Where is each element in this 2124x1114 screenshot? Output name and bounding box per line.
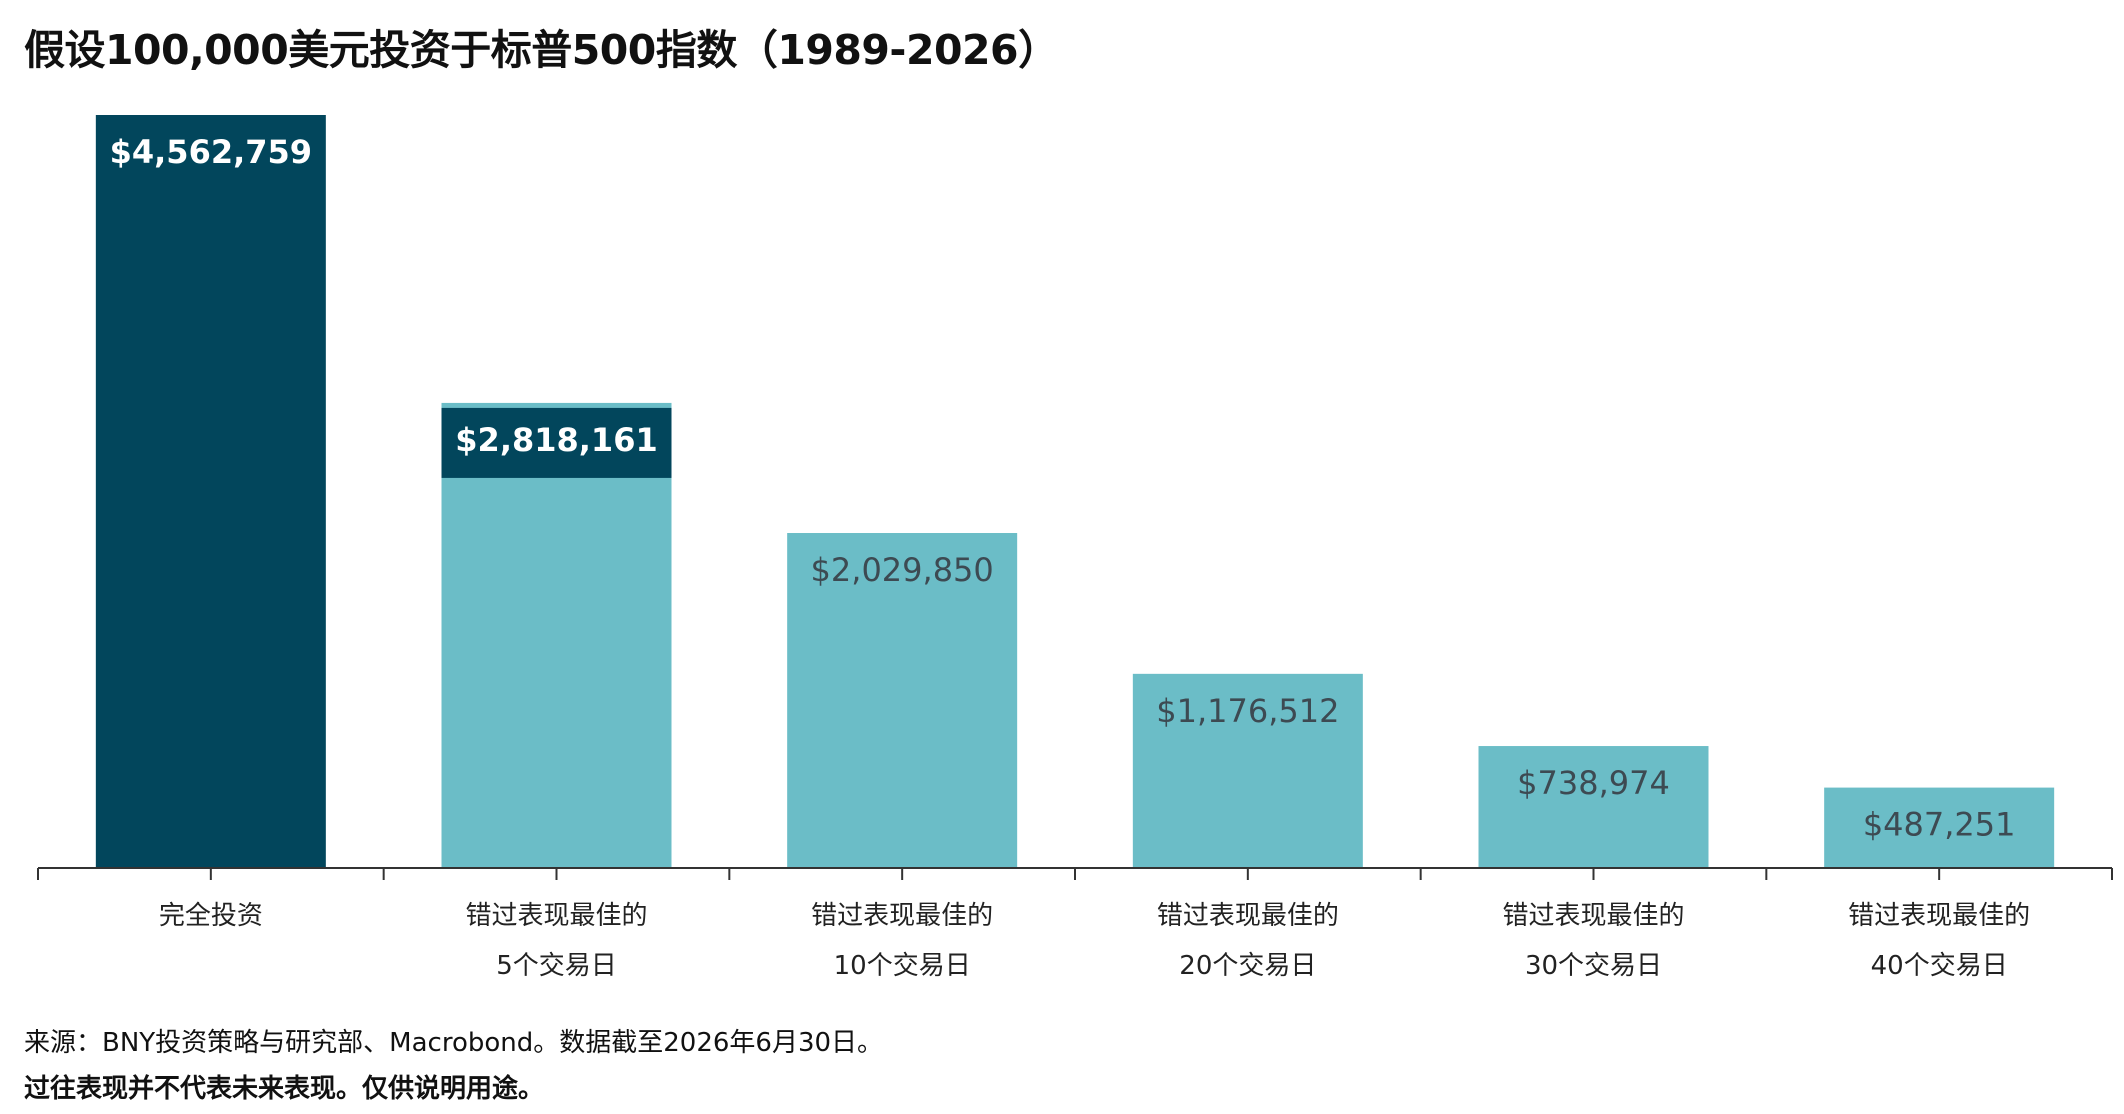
- bar: [1824, 787, 2055, 868]
- category-label: 错过表现最佳的: [811, 901, 993, 931]
- bar: [787, 533, 1018, 868]
- value-label: $487,251: [1863, 806, 2016, 844]
- value-label: $1,176,512: [1156, 692, 1339, 730]
- bar: [1132, 673, 1363, 868]
- disclaimer-note: 过往表现并不代表未来表现。仅供说明用途。: [24, 1074, 545, 1104]
- bar: [1478, 746, 1709, 868]
- category-label: 完全投资: [159, 901, 263, 931]
- category-label: 错过表现最佳的: [465, 901, 647, 931]
- value-label: $738,974: [1517, 764, 1670, 802]
- value-label: $2,818,161: [455, 421, 657, 459]
- source-note: 来源：BNY投资策略与研究部、Macrobond。数据截至2026年6月30日。: [24, 1028, 884, 1058]
- bar: [441, 402, 672, 868]
- category-label: 错过表现最佳的: [1157, 901, 1339, 931]
- value-label-box: [441, 407, 672, 478]
- value-label: $4,562,759: [110, 133, 312, 171]
- category-label: 错过表现最佳的: [1502, 901, 1684, 931]
- category-label: 错过表现最佳的: [1848, 901, 2030, 931]
- bar: [95, 115, 326, 868]
- chart-title: 假设100,000美元投资于标普500指数（1989-2026）: [24, 26, 1059, 74]
- category-label: 5个交易日: [496, 951, 617, 981]
- category-label: 40个交易日: [1871, 951, 2008, 981]
- category-label: 20个交易日: [1179, 951, 1316, 981]
- category-label: 30个交易日: [1525, 951, 1662, 981]
- value-label: $2,029,850: [811, 551, 994, 589]
- category-label: 10个交易日: [834, 951, 971, 981]
